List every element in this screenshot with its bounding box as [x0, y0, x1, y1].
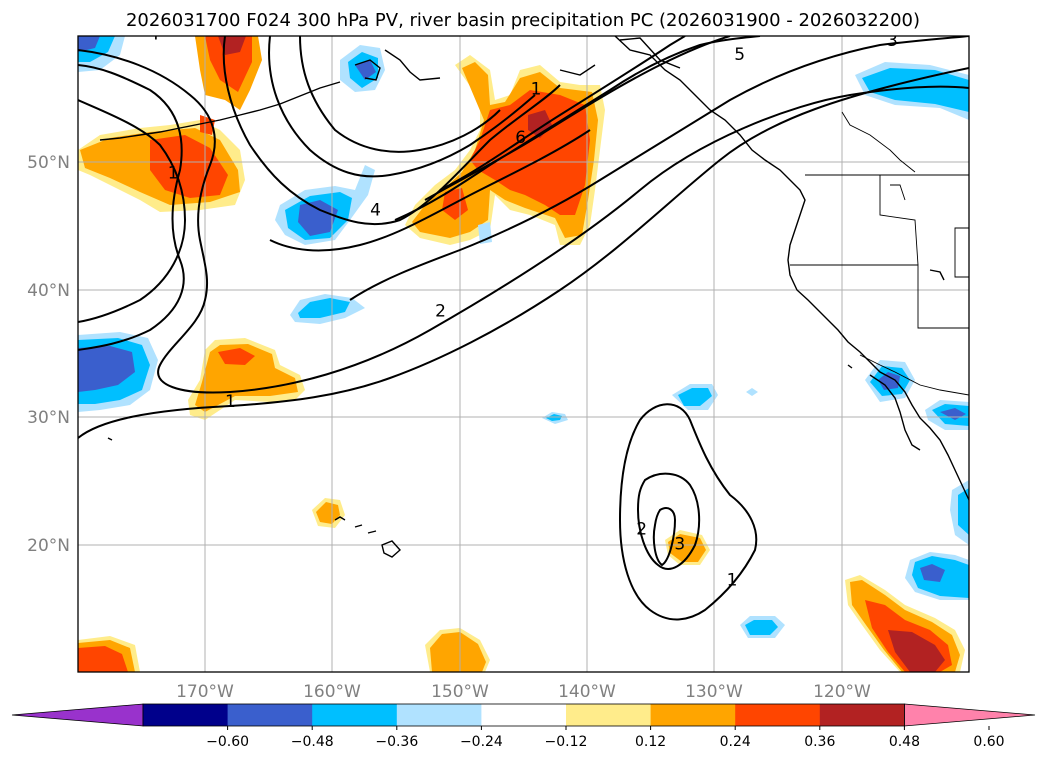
contour-label: 1 — [531, 79, 542, 99]
colorbar-label: 0.48 — [889, 734, 920, 750]
colorbar-frame — [142, 703, 905, 727]
contour-label: 1 — [168, 164, 179, 184]
map-area: 1 4 6 1 5 3 4 2 1 2 3 1 — [77, 25, 970, 673]
lat-tick-label: 50°N — [27, 153, 70, 173]
contour-label: 4 — [149, 25, 160, 45]
lat-tick-label: 30°N — [27, 408, 70, 428]
map-title: 2026031700 F024 300 hPa PV, river basin … — [126, 10, 920, 31]
contour-label: 2 — [636, 519, 647, 539]
contour-label: 1 — [727, 570, 738, 590]
colorbar-label: 0.36 — [804, 734, 835, 750]
colorbar-label: −0.36 — [375, 734, 418, 750]
lat-ticks: 50°N 40°N 30°N 20°N — [27, 153, 70, 556]
contour-label: 3 — [887, 31, 898, 51]
map-frame — [77, 35, 970, 673]
lat-tick-label: 40°N — [27, 281, 70, 301]
colorbar: −0.60 −0.48 −0.36 −0.24 −0.12 0.12 0.24 0.36 0.4… — [11, 703, 1036, 750]
lon-tick-label: 170°W — [176, 682, 234, 702]
colorbar-label: 0.12 — [635, 734, 666, 750]
colorbar-label: 0.24 — [720, 734, 751, 750]
colorbar-label: 0.60 — [973, 734, 1004, 750]
contour-label: 6 — [515, 128, 526, 148]
lon-tick-label: 130°W — [685, 682, 743, 702]
colorbar-segment — [396, 704, 482, 726]
borders — [790, 111, 969, 396]
colorbar-segment — [481, 704, 567, 726]
contour-label: 1 — [225, 392, 236, 412]
colorbar-extend-low — [11, 703, 144, 727]
pv-contours — [78, 36, 969, 621]
colorbar-label: −0.60 — [206, 734, 249, 750]
colorbar-label: −0.48 — [291, 734, 334, 750]
contour-label: 2 — [435, 301, 446, 321]
colorbar-segment — [312, 704, 398, 726]
lon-tick-label: 140°W — [558, 682, 616, 702]
lon-tick-label: 160°W — [303, 682, 361, 702]
lon-tick-label: 150°W — [431, 682, 489, 702]
contour-label: 5 — [734, 45, 745, 65]
lat-tick-label: 20°N — [27, 536, 70, 556]
contour-label: 3 — [674, 535, 685, 555]
colorbar-segment — [650, 704, 736, 726]
coastlines — [99, 36, 969, 558]
contour-labels: 1 4 6 1 5 3 4 2 1 2 3 1 — [149, 25, 898, 590]
colorbar-label: −0.12 — [545, 734, 588, 750]
colorbar-segment — [143, 704, 229, 726]
lon-tick-label: 120°W — [813, 682, 871, 702]
contour-label: 4 — [370, 201, 381, 221]
lon-ticks: 170°W 160°W 150°W 140°W 130°W 120°W — [176, 682, 871, 702]
colorbar-segment — [566, 704, 652, 726]
colorbar-segment — [819, 704, 905, 726]
colorbar-segment — [735, 704, 821, 726]
colorbar-segment — [227, 704, 313, 726]
colorbar-label: −0.24 — [460, 734, 503, 750]
colorbar-extend-high — [904, 703, 1036, 727]
